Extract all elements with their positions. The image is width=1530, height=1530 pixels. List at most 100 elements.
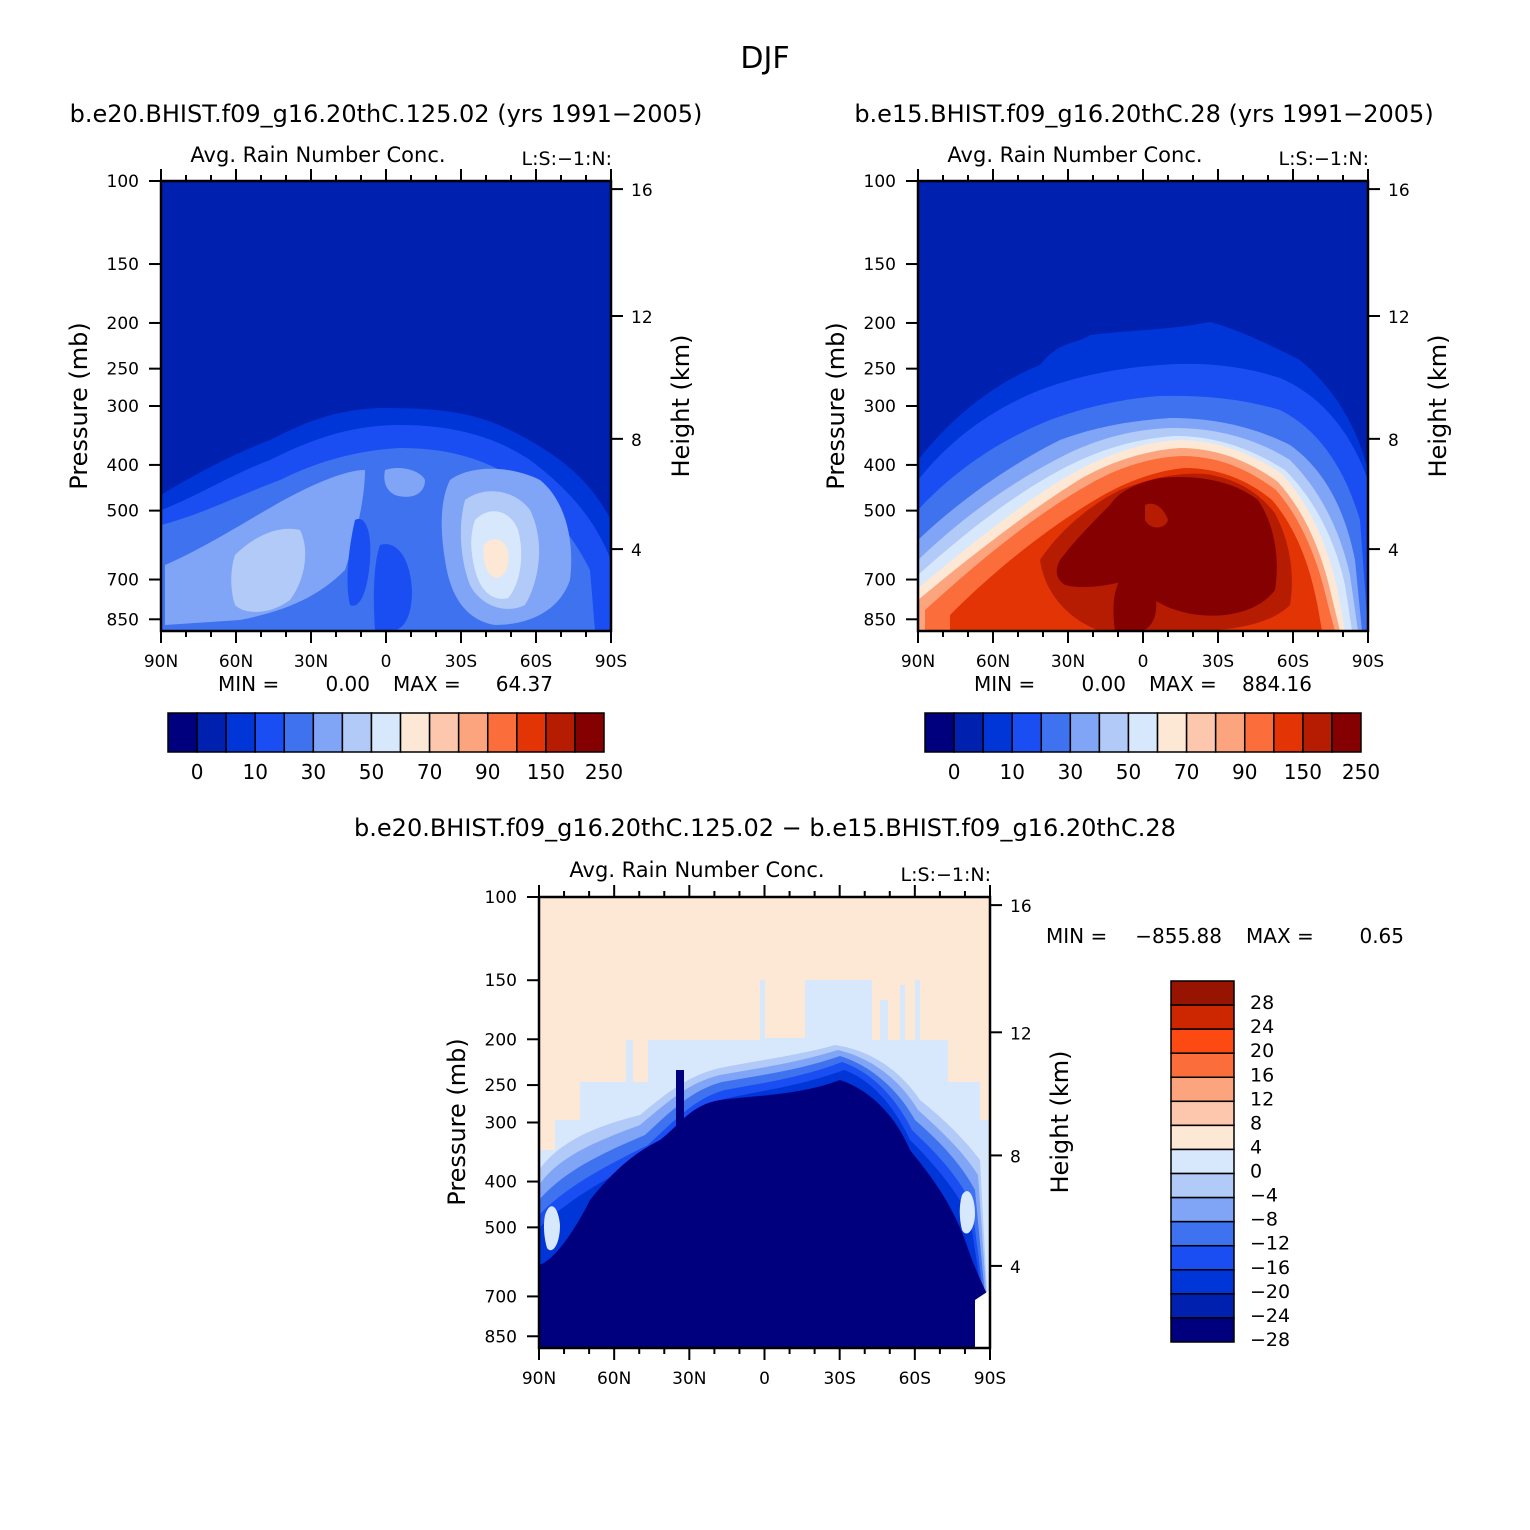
y-tick-label: 150 bbox=[864, 255, 896, 275]
y-tick-label: 400 bbox=[485, 1173, 517, 1193]
panel-3-min-max: MIN = −855.88 MAX = 0.65 bbox=[1046, 924, 1404, 948]
colorbar-label: 90 bbox=[1232, 760, 1257, 784]
colorbar-box bbox=[1170, 1172, 1235, 1199]
panel-1-header: b.e20.BHIST.f09_g16.20thC.125.02 (yrs 19… bbox=[70, 100, 703, 128]
colorbar-box bbox=[1170, 1004, 1235, 1030]
colorbar-box bbox=[1302, 712, 1333, 753]
colorbar-label: −16 bbox=[1250, 1257, 1290, 1279]
colorbar-box bbox=[167, 712, 198, 753]
y-tick-label: 500 bbox=[107, 502, 139, 522]
y-tick-label: 200 bbox=[485, 1030, 517, 1050]
y-tick-label: 250 bbox=[864, 360, 896, 380]
x-tick-label: 0 bbox=[759, 1369, 770, 1389]
colorbar-label: 150 bbox=[1284, 760, 1322, 784]
y-tick-label: 100 bbox=[107, 172, 139, 192]
colorbar-box bbox=[1331, 712, 1362, 753]
panel-2-right-axis-label: Height (km) bbox=[1424, 335, 1452, 478]
panel-1-right-axis-label: Height (km) bbox=[667, 335, 695, 478]
colorbar-box bbox=[254, 712, 286, 753]
panel-2: b.e15.BHIST.f09_g16.20thC.28 (yrs 1991−2… bbox=[822, 100, 1452, 784]
colorbar-label: 4 bbox=[1250, 1136, 1262, 1158]
colorbar-label: 30 bbox=[1058, 760, 1083, 784]
colorbar-label: 90 bbox=[475, 760, 500, 784]
y-tick-label: 150 bbox=[485, 971, 517, 991]
colorbar-label: 8 bbox=[1250, 1112, 1262, 1134]
y-tick-label: 850 bbox=[864, 610, 896, 630]
colorbar-box bbox=[1040, 712, 1072, 753]
colorbar-box bbox=[1011, 712, 1043, 753]
colorbar-box bbox=[428, 712, 460, 753]
x-tick-label: 90S bbox=[595, 652, 627, 672]
right-tick-label: 8 bbox=[631, 431, 642, 451]
x-tick-label: 60S bbox=[899, 1369, 931, 1389]
y-tick-label: 300 bbox=[485, 1114, 517, 1134]
y-tick-label: 200 bbox=[107, 314, 139, 334]
colorbar-box bbox=[1243, 712, 1275, 753]
right-tick-label: 12 bbox=[1388, 308, 1410, 328]
colorbar-box bbox=[312, 712, 344, 753]
panel-3-y-axis-label: Pressure (mb) bbox=[443, 1038, 471, 1205]
right-tick-label: 4 bbox=[1388, 541, 1399, 561]
colorbar-box bbox=[1170, 1100, 1235, 1127]
panel-1-contour-band bbox=[483, 539, 509, 578]
right-tick-label: 8 bbox=[1388, 431, 1399, 451]
panel-1-max-value: 64.37 bbox=[496, 672, 553, 696]
panel-3: b.e20.BHIST.f09_g16.20thC.125.02 − b.e15… bbox=[354, 814, 1404, 1389]
right-tick-label: 4 bbox=[631, 541, 642, 561]
panel-3-plot-title-right: L:S:−1:N: bbox=[901, 864, 991, 886]
colorbar-box bbox=[1273, 712, 1304, 753]
right-tick-label: 16 bbox=[1388, 181, 1410, 201]
x-tick-label: 30S bbox=[445, 652, 477, 672]
panel-2-min-value: 0.00 bbox=[1081, 672, 1126, 696]
colorbar-label: 250 bbox=[1342, 760, 1380, 784]
y-tick-label: 150 bbox=[107, 255, 139, 275]
colorbar-box bbox=[545, 712, 576, 753]
panel-2-max-value: 884.16 bbox=[1242, 672, 1312, 696]
colorbar-box bbox=[196, 712, 227, 753]
panel-2-y-ticks: 100 150 200 250 300 400 500 700 850 bbox=[864, 172, 918, 630]
panel-2-min-max: MIN = 0.00 MAX = 884.16 bbox=[974, 672, 1312, 696]
colorbar-label: 20 bbox=[1250, 1040, 1274, 1062]
panel-2-y-axis-label: Pressure (mb) bbox=[822, 322, 850, 489]
panel-1-contour-band bbox=[347, 519, 371, 606]
colorbar-label: −20 bbox=[1250, 1281, 1290, 1303]
panel-1-contour-band bbox=[373, 544, 412, 631]
colorbar-box bbox=[1214, 712, 1246, 753]
colorbar-label: 10 bbox=[999, 760, 1024, 784]
colorbar-box bbox=[982, 712, 1013, 753]
panel-2-contour-band bbox=[1056, 476, 1277, 616]
panel-1-contour-band bbox=[384, 468, 425, 497]
panel-3-min-label: MIN = bbox=[1046, 924, 1107, 948]
panel-1-min-label: MIN = bbox=[218, 672, 279, 696]
colorbar-label: 30 bbox=[301, 760, 326, 784]
panel-1: b.e20.BHIST.f09_g16.20thC.125.02 (yrs 19… bbox=[65, 100, 702, 784]
panel-3-max-label: MAX = bbox=[1246, 924, 1314, 948]
panel-1-y-axis-label: Pressure (mb) bbox=[65, 322, 93, 489]
right-tick-label: 4 bbox=[1010, 1258, 1021, 1278]
panel-3-plot-title: Avg. Rain Number Conc. bbox=[569, 858, 824, 882]
x-tick-label: 0 bbox=[381, 652, 392, 672]
panel-3-contour-band bbox=[539, 1080, 990, 1348]
x-tick-label: 30S bbox=[823, 1369, 855, 1389]
panel-3-contour-band bbox=[975, 1290, 990, 1348]
colorbar-label: 10 bbox=[242, 760, 267, 784]
panel-3-contour-band bbox=[543, 1206, 560, 1251]
colorbar-box bbox=[1170, 1317, 1235, 1343]
panel-1-min-value: 0.00 bbox=[325, 672, 370, 696]
colorbar-label: 0 bbox=[948, 760, 961, 784]
panel-1-plot-title-right: L:S:−1:N: bbox=[522, 148, 612, 170]
colorbar-label: 0 bbox=[191, 760, 204, 784]
colorbar-box bbox=[1156, 712, 1188, 753]
panel-2-right-ticks: 16 12 8 4 bbox=[1368, 181, 1410, 561]
panel-1-right-ticks: 16 12 8 4 bbox=[611, 181, 653, 561]
panel-2-colorbar: 0 10 30 50 70 90 150 250 bbox=[924, 712, 1380, 784]
panel-1-contour-field bbox=[161, 181, 611, 631]
y-tick-label: 700 bbox=[107, 571, 139, 591]
colorbar-label: 28 bbox=[1250, 992, 1274, 1014]
colorbar-box bbox=[1170, 1220, 1235, 1247]
panel-3-max-value: 0.65 bbox=[1359, 924, 1404, 948]
colorbar-label: 50 bbox=[1116, 760, 1141, 784]
panel-1-contour-band bbox=[231, 528, 306, 612]
y-tick-label: 300 bbox=[864, 397, 896, 417]
colorbar-box bbox=[1170, 1052, 1235, 1079]
